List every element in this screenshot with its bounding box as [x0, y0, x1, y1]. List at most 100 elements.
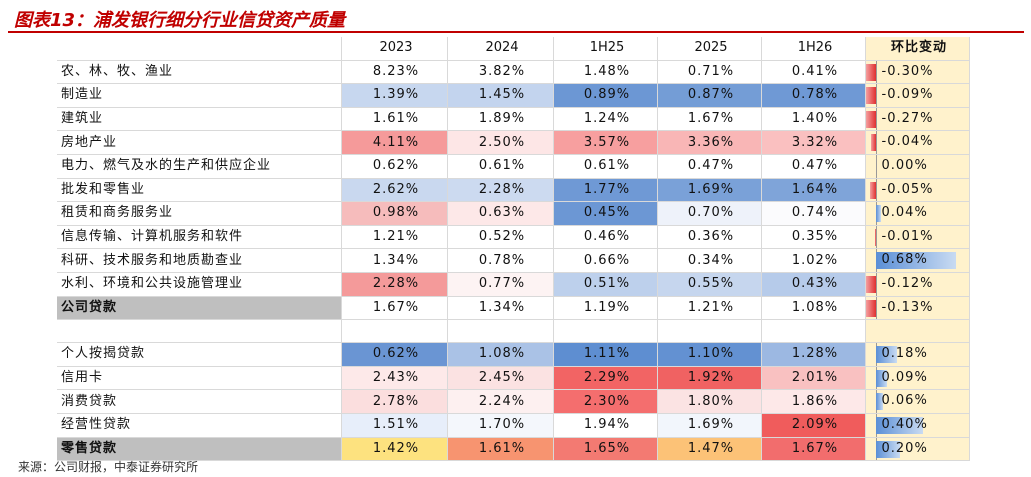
value-cell: 1.86% — [761, 389, 866, 414]
change-value: 0.06% — [881, 393, 928, 409]
change-header: 环比变动 — [865, 37, 970, 61]
change-value: -0.12% — [881, 275, 934, 291]
value-cell: 0.87% — [657, 83, 762, 108]
change-bar — [865, 63, 876, 81]
change-bar — [875, 369, 887, 387]
change-bar — [865, 299, 876, 317]
value-cell: 0.47% — [761, 154, 866, 179]
value-cell: 2.28% — [447, 178, 554, 203]
table-row: 个人按揭贷款 0.62% 1.08% 1.11% 1.10% 1.28% 0.18% — [57, 342, 970, 367]
change-axis — [875, 178, 877, 201]
value-cell: 2.45% — [447, 366, 554, 391]
value-cell: 1.92% — [657, 366, 762, 391]
table-row: 经营性贷款 1.51% 1.70% 1.94% 1.69% 2.09% 0.40% — [57, 413, 970, 438]
header-row: 2023 2024 1H25 2025 1H26 环比变动 — [57, 37, 970, 61]
row-label: 科研、技术服务和地质勘查业 — [57, 248, 342, 273]
change-value: 0.18% — [881, 346, 928, 362]
change-value: -0.09% — [881, 87, 934, 103]
change-bar — [865, 87, 876, 105]
npl-table: 2023 2024 1H25 2025 1H26 环比变动 农、林、牧、渔业 8.23% 3.8… — [57, 37, 970, 462]
change-bar — [875, 252, 956, 270]
value-cell: 1.70% — [447, 413, 554, 438]
value-cell: 1.11% — [553, 342, 658, 367]
change-axis — [875, 131, 877, 154]
value-cell: 2.01% — [761, 366, 866, 391]
value-cell: 2.78% — [341, 389, 448, 414]
value-cell: 0.34% — [657, 248, 762, 273]
value-cell: 1.64% — [761, 178, 866, 203]
value-cell: 1.21% — [341, 225, 448, 250]
change-bar — [875, 346, 897, 364]
value-cell: 2.30% — [553, 389, 658, 414]
source-note: 来源：公司财报，中泰证券研究所 — [18, 460, 199, 474]
value-cell: 0.41% — [761, 60, 866, 85]
change-bar — [875, 393, 883, 411]
value-cell: 0.36% — [657, 225, 762, 250]
title-rule — [8, 31, 1024, 33]
table-row: 消费贷款 2.78% 2.24% 2.30% 1.80% 1.86% 0.06% — [57, 389, 970, 414]
change-cell: 0.20% — [865, 437, 970, 462]
value-cell: 0.71% — [657, 60, 762, 85]
value-cell: 1.69% — [657, 413, 762, 438]
value-cell: 1.08% — [761, 296, 866, 321]
value-cell: 1.47% — [657, 437, 762, 462]
value-cell: 1.69% — [657, 178, 762, 203]
change-axis — [875, 60, 877, 83]
change-bar — [869, 181, 876, 199]
value-cell: 0.78% — [447, 248, 554, 273]
value-cell: 1.10% — [657, 342, 762, 367]
column-header: 2025 — [657, 37, 762, 61]
change-cell: -0.13% — [865, 296, 970, 321]
value-cell: 0.98% — [341, 201, 448, 226]
change-value: -0.30% — [881, 63, 934, 79]
value-cell: 1.51% — [341, 413, 448, 438]
value-cell: 1.67% — [761, 437, 866, 462]
row-label: 批发和零售业 — [57, 178, 342, 203]
value-cell: 0.55% — [657, 272, 762, 297]
value-cell: 1.28% — [761, 342, 866, 367]
change-axis — [875, 154, 877, 178]
value-cell: 0.62% — [341, 154, 448, 179]
value-cell: 1.67% — [341, 296, 448, 321]
table-row: 房地产业 4.11% 2.50% 3.57% 3.36% 3.32% -0.04% — [57, 130, 970, 155]
change-value: 0.09% — [881, 369, 928, 385]
change-value: 0.20% — [881, 440, 928, 456]
change-value: -0.05% — [881, 181, 934, 197]
value-cell: 1.34% — [447, 296, 554, 321]
change-axis — [875, 225, 877, 248]
row-label: 零售贷款 — [57, 437, 342, 462]
value-cell: 0.66% — [553, 248, 658, 273]
value-cell: 1.67% — [657, 107, 762, 132]
change-cell: 0.40% — [865, 413, 970, 438]
value-cell: 8.23% — [341, 60, 448, 85]
spacer-row — [57, 319, 970, 344]
spacer-cell — [865, 319, 970, 344]
title-bar: 图表13：浦发银行细分行业信贷资产质量 — [0, 0, 1031, 34]
row-label: 制造业 — [57, 83, 342, 108]
change-bar — [874, 228, 876, 246]
row-label: 建筑业 — [57, 107, 342, 132]
value-cell: 1.61% — [341, 107, 448, 132]
change-cell: 0.00% — [865, 154, 970, 179]
value-cell: 0.52% — [447, 225, 554, 250]
value-cell: 0.61% — [447, 154, 554, 179]
row-label: 经营性贷款 — [57, 413, 342, 438]
spacer-cell — [553, 319, 658, 344]
value-cell: 1.80% — [657, 389, 762, 414]
row-label: 信息传输、计算机服务和软件 — [57, 225, 342, 250]
column-header: 1H25 — [553, 37, 658, 61]
value-cell: 4.11% — [341, 130, 448, 155]
row-label: 房地产业 — [57, 130, 342, 155]
value-cell: 2.29% — [553, 366, 658, 391]
value-cell: 1.24% — [553, 107, 658, 132]
value-cell: 0.46% — [553, 225, 658, 250]
value-cell: 3.36% — [657, 130, 762, 155]
change-value: 0.00% — [881, 157, 928, 173]
value-cell: 0.47% — [657, 154, 762, 179]
value-cell: 2.43% — [341, 366, 448, 391]
column-header: 1H26 — [761, 37, 866, 61]
value-cell: 0.63% — [447, 201, 554, 226]
value-cell: 2.28% — [341, 272, 448, 297]
change-bar — [875, 205, 881, 223]
value-cell: 1.94% — [553, 413, 658, 438]
